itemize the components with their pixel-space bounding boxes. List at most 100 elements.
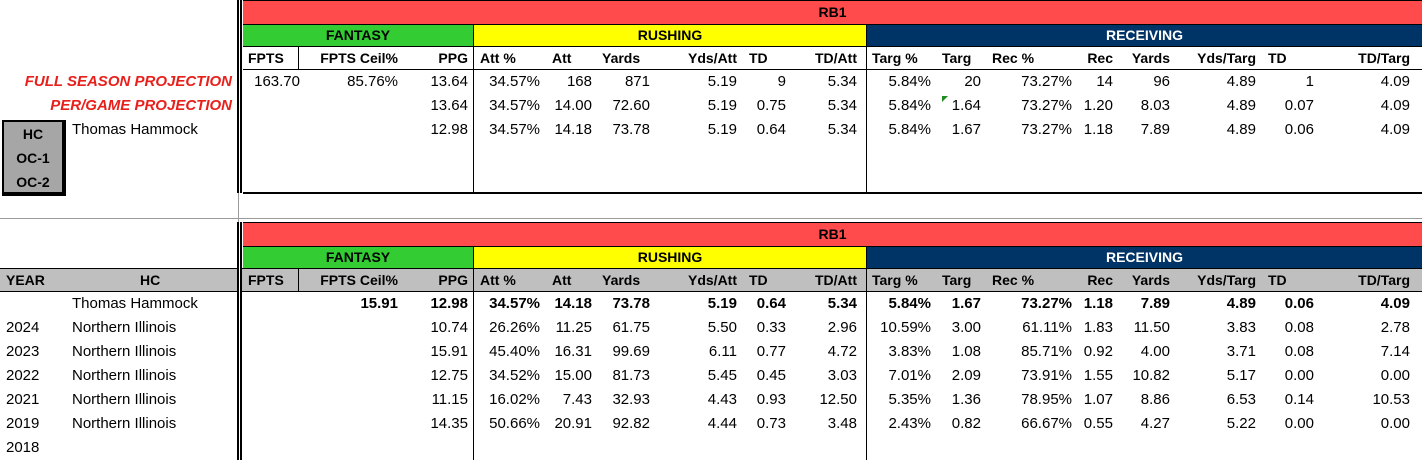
top-row-0-td-7[interactable]: 9 <box>777 73 786 90</box>
bottom-row-year[interactable]: 2018 <box>6 439 40 456</box>
top-col-header-rec-pct-11[interactable]: Rec % <box>992 50 1035 66</box>
bottom-row-2-fpts-ceil-pct-1[interactable] <box>300 364 398 388</box>
bottom-row-2-att-pct-3[interactable]: 34.52% <box>489 367 540 384</box>
top-row-2-td-att-8[interactable]: 5.34 <box>827 121 857 138</box>
top-row-2-yards-13[interactable]: 7.89 <box>1140 121 1170 138</box>
bottom-row-5-yards-13[interactable] <box>1116 436 1170 460</box>
bottom-row-0-yards-5[interactable]: 61.75 <box>612 319 650 336</box>
bottom-col-header-ppg-2[interactable]: PPG <box>438 272 468 288</box>
bottom-row-5-td-15[interactable] <box>1266 436 1314 460</box>
bottom-row-2-yds-targ-14[interactable]: 5.17 <box>1226 367 1256 384</box>
bottom-summary-td-15[interactable]: 0.06 <box>1284 295 1314 312</box>
top-row-1-fpts-0[interactable] <box>246 94 300 118</box>
bottom-row-3-yards-13[interactable]: 8.86 <box>1140 391 1170 408</box>
bottom-row-5-ppg-2[interactable] <box>398 436 468 460</box>
bottom-col-header-att-pct-3[interactable]: Att % <box>480 272 516 288</box>
top-row-2-yards-5[interactable]: 73.78 <box>612 121 650 138</box>
bottom-row-1-td-7[interactable]: 0.77 <box>756 343 786 360</box>
bottom-summary-rec-pct-11[interactable]: 73.27% <box>1021 295 1072 312</box>
top-row-2-yds-att-6[interactable]: 5.19 <box>707 121 737 138</box>
bottom-row-2-rec-12[interactable]: 1.55 <box>1083 367 1113 384</box>
top-row-0-fpts-0[interactable]: 163.70 <box>254 73 300 90</box>
bottom-summary-att-pct-3[interactable]: 34.57% <box>489 295 540 312</box>
bottom-row-1-td-att-8[interactable]: 4.72 <box>827 343 857 360</box>
bottom-col-header-td-att-8[interactable]: TD/Att <box>815 272 857 288</box>
bottom-row-4-td-7[interactable]: 0.73 <box>756 415 786 432</box>
bottom-row-3-yds-att-6[interactable]: 4.43 <box>707 391 737 408</box>
top-row-0-yds-att-6[interactable]: 5.19 <box>707 73 737 90</box>
bottom-row-0-yds-targ-14[interactable]: 3.83 <box>1226 319 1256 336</box>
top-row-2-rec-12[interactable]: 1.18 <box>1083 121 1113 138</box>
top-row-1-td-targ-16[interactable]: 4.09 <box>1380 97 1410 114</box>
bottom-row-3-rec-pct-11[interactable]: 78.95% <box>1021 391 1072 408</box>
top-col-header-td-targ-16[interactable]: TD/Targ <box>1358 50 1410 66</box>
bottom-row-4-yds-att-6[interactable]: 4.44 <box>707 415 737 432</box>
bottom-summary-fpts-0[interactable] <box>246 292 300 316</box>
bottom-row-0-td-7[interactable]: 0.33 <box>756 319 786 336</box>
bottom-row-team[interactable]: Northern Illinois <box>72 367 177 384</box>
bottom-row-team[interactable]: Northern Illinois <box>72 391 177 408</box>
top-row-1-yds-att-6[interactable]: 5.19 <box>707 97 737 114</box>
bottom-row-5-att-pct-3[interactable] <box>478 436 540 460</box>
bottom-row-1-ppg-2[interactable]: 15.91 <box>430 343 468 360</box>
bottom-row-2-yds-att-6[interactable]: 5.45 <box>707 367 737 384</box>
bottom-summary-ppg-2[interactable]: 12.98 <box>430 295 468 312</box>
bottom-row-1-targ-10[interactable]: 1.08 <box>951 343 981 360</box>
bottom-row-team[interactable]: Northern Illinois <box>72 415 177 432</box>
top-row-1-td-7[interactable]: 0.75 <box>756 97 786 114</box>
bottom-summary-yards-13[interactable]: 7.89 <box>1140 295 1170 312</box>
bottom-row-1-td-15[interactable]: 0.08 <box>1284 343 1314 360</box>
top-row-0-rec-12[interactable]: 14 <box>1096 73 1113 90</box>
top-row-2-fpts-0[interactable] <box>246 118 300 142</box>
bottom-row-year[interactable]: 2019 <box>6 415 40 432</box>
bottom-summary-targ-10[interactable]: 1.67 <box>951 295 981 312</box>
bottom-row-3-yards-5[interactable]: 32.93 <box>612 391 650 408</box>
bottom-row-1-rec-pct-11[interactable]: 85.71% <box>1021 343 1072 360</box>
bottom-row-2-td-targ-16[interactable]: 0.00 <box>1380 367 1410 384</box>
bottom-row-1-att-4[interactable]: 16.31 <box>554 343 592 360</box>
top-row-1-yards-13[interactable]: 8.03 <box>1140 97 1170 114</box>
bottom-summary-targ-pct-9[interactable]: 5.84% <box>888 295 931 312</box>
bottom-row-4-fpts-0[interactable] <box>246 412 300 436</box>
bottom-row-0-td-targ-16[interactable]: 2.78 <box>1380 319 1410 336</box>
bottom-row-4-att-4[interactable]: 20.91 <box>554 415 592 432</box>
top-col-header-rec-12[interactable]: Rec <box>1087 50 1113 66</box>
bottom-summary-yds-att-6[interactable]: 5.19 <box>707 295 737 312</box>
top-col-header-targ-pct-9[interactable]: Targ % <box>872 50 918 66</box>
bottom-row-2-td-att-8[interactable]: 3.03 <box>827 367 857 384</box>
bottom-row-4-att-pct-3[interactable]: 50.66% <box>489 415 540 432</box>
top-row-0-td-targ-16[interactable]: 4.09 <box>1380 73 1410 90</box>
bottom-row-3-fpts-ceil-pct-1[interactable] <box>300 388 398 412</box>
bottom-row-1-td-targ-16[interactable]: 7.14 <box>1380 343 1410 360</box>
bottom-row-1-fpts-ceil-pct-1[interactable] <box>300 340 398 364</box>
bottom-summary-rec-12[interactable]: 1.18 <box>1083 295 1113 312</box>
bottom-row-1-targ-pct-9[interactable]: 3.83% <box>888 343 931 360</box>
bottom-row-3-yds-targ-14[interactable]: 6.53 <box>1226 391 1256 408</box>
bottom-row-2-targ-pct-9[interactable]: 7.01% <box>888 367 931 384</box>
bottom-row-0-td-15[interactable]: 0.08 <box>1284 319 1314 336</box>
bottom-col-header-targ-10[interactable]: Targ <box>942 272 972 288</box>
top-row-0-att-pct-3[interactable]: 34.57% <box>489 73 540 90</box>
bottom-row-1-yds-targ-14[interactable]: 3.71 <box>1226 343 1256 360</box>
bottom-row-4-targ-pct-9[interactable]: 2.43% <box>888 415 931 432</box>
top-row-0-yards-5[interactable]: 871 <box>624 73 650 90</box>
top-row-1-fpts-ceil-pct-1[interactable] <box>300 94 398 118</box>
top-col-header-fpts-ceil-pct-1[interactable]: FPTS Ceil% <box>320 50 398 66</box>
bottom-row-year[interactable]: 2024 <box>6 319 40 336</box>
top-row-2-td-15[interactable]: 0.06 <box>1284 121 1314 138</box>
bottom-row-3-td-att-8[interactable]: 12.50 <box>819 391 857 408</box>
top-col-header-fpts-0[interactable]: FPTS <box>248 50 284 66</box>
bottom-col-header-targ-pct-9[interactable]: Targ % <box>872 272 918 288</box>
bottom-summary-fpts-ceil-pct-1[interactable]: 15.91 <box>360 295 398 312</box>
bottom-row-5-rec-pct-11[interactable] <box>990 436 1072 460</box>
bottom-col-header-fpts-ceil-pct-1[interactable]: FPTS Ceil% <box>320 272 398 288</box>
top-col-header-yds-targ-14[interactable]: Yds/Targ <box>1197 50 1256 66</box>
bottom-row-0-targ-pct-9[interactable]: 10.59% <box>880 319 931 336</box>
top-row-0-targ-10[interactable]: 20 <box>964 73 981 90</box>
top-row-2-td-7[interactable]: 0.64 <box>756 121 786 138</box>
bottom-row-1-yards-13[interactable]: 4.00 <box>1140 343 1170 360</box>
bottom-col-header-fpts-0[interactable]: FPTS <box>248 272 284 288</box>
bottom-col-header-td-7[interactable]: TD <box>749 272 768 288</box>
bottom-row-4-td-targ-16[interactable]: 0.00 <box>1380 415 1410 432</box>
bottom-row-5-att-4[interactable] <box>550 436 592 460</box>
